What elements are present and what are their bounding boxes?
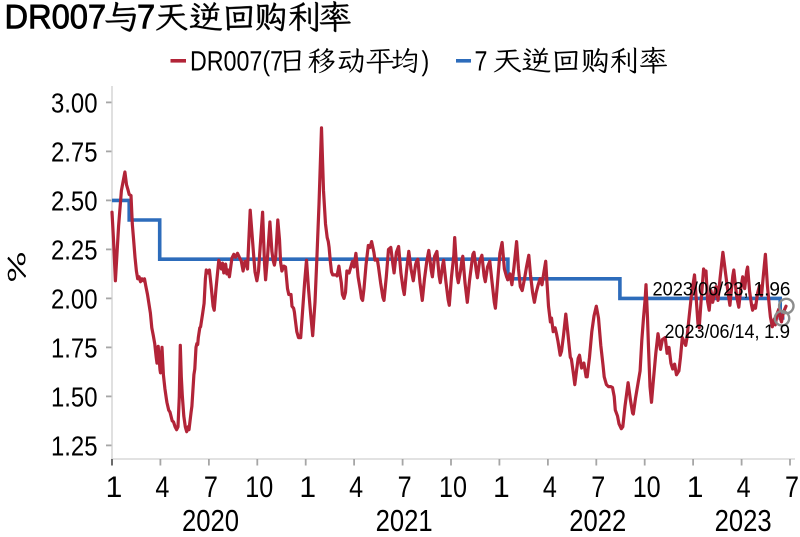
svg-text:7: 7	[398, 471, 412, 504]
svg-text:2.50: 2.50	[51, 186, 98, 217]
svg-text:4: 4	[543, 471, 557, 504]
svg-text:1: 1	[106, 471, 123, 504]
svg-text:4: 4	[349, 471, 363, 504]
svg-text:1.25: 1.25	[51, 431, 98, 462]
svg-text:10: 10	[245, 471, 273, 504]
svg-text:1: 1	[493, 471, 510, 504]
svg-text:7: 7	[204, 471, 218, 504]
svg-text:4: 4	[155, 471, 169, 504]
svg-text:2022: 2022	[569, 503, 626, 532]
svg-text:1.9: 1.9	[764, 322, 790, 343]
svg-text:7: 7	[785, 471, 799, 504]
svg-text:1: 1	[687, 471, 704, 504]
svg-text:2.75: 2.75	[51, 137, 98, 168]
svg-text:1.75: 1.75	[51, 333, 98, 364]
svg-text:1.96: 1.96	[754, 280, 791, 301]
svg-text:2023/06/14,: 2023/06/14,	[665, 322, 760, 343]
svg-text:2023/06/23,: 2023/06/23,	[653, 280, 749, 301]
svg-text:1: 1	[299, 471, 316, 504]
svg-text:2020: 2020	[182, 503, 239, 532]
svg-text:10: 10	[439, 471, 467, 504]
svg-text:4: 4	[737, 471, 751, 504]
svg-text:2.00: 2.00	[51, 284, 98, 315]
svg-text:2023: 2023	[715, 503, 772, 532]
svg-text:1.50: 1.50	[51, 382, 98, 413]
svg-text:7: 7	[591, 471, 605, 504]
svg-text:2021: 2021	[376, 503, 433, 532]
svg-text:10: 10	[633, 471, 661, 504]
svg-text:2.25: 2.25	[51, 235, 98, 266]
svg-text:3.00: 3.00	[51, 88, 98, 119]
